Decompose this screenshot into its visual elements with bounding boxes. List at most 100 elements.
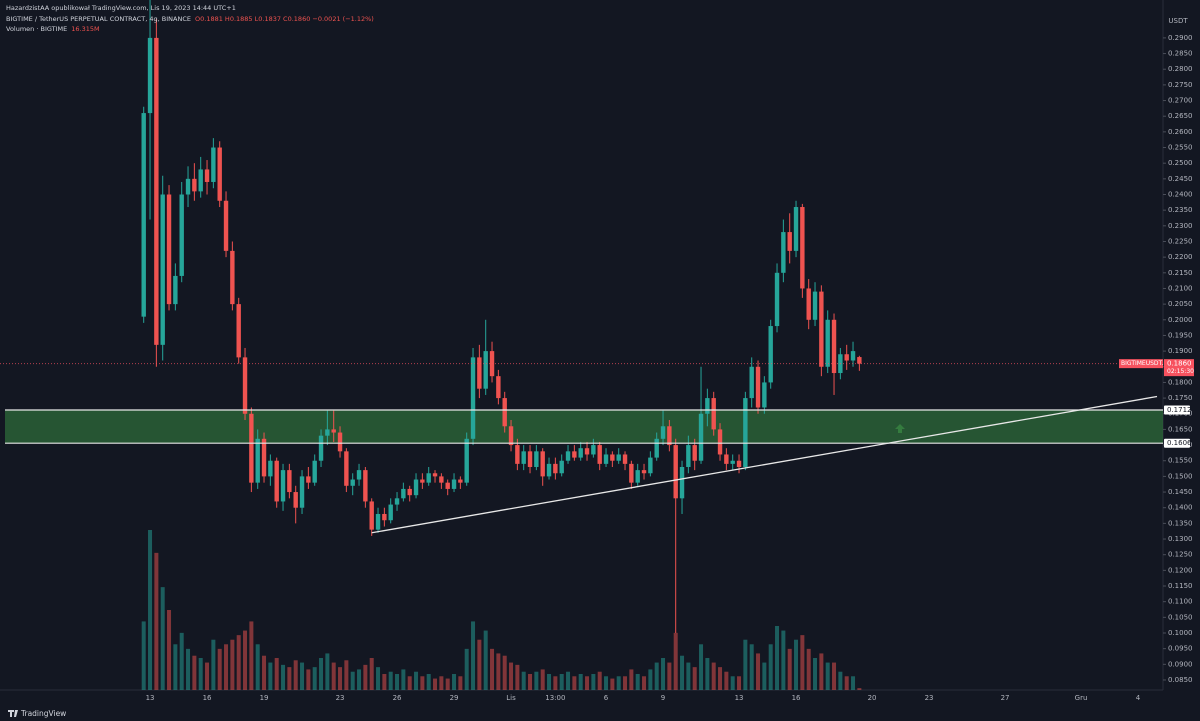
candle-body: [325, 429, 330, 436]
y-tick-label: 0.0950: [1168, 645, 1193, 653]
volume-bar: [578, 674, 583, 690]
candle-body: [762, 382, 767, 408]
volume-bar: [414, 671, 419, 690]
candle-body: [312, 460, 317, 483]
volume-bar: [236, 635, 241, 690]
volume-bar: [357, 669, 362, 690]
candle-body: [223, 200, 229, 251]
candle-body: [591, 445, 596, 455]
volume-bar: [509, 662, 514, 690]
candle-body: [534, 451, 539, 467]
y-tick-label: 0.1550: [1168, 457, 1193, 465]
volume-bar: [300, 662, 305, 690]
candle-body: [648, 457, 653, 474]
volume-bar: [743, 639, 748, 690]
candle-body: [502, 398, 507, 427]
candle-body: [610, 454, 615, 461]
volume-bar: [141, 621, 146, 690]
y-tick-label: 0.0900: [1168, 660, 1193, 668]
volume-bar: [211, 639, 216, 690]
candle-body: [857, 357, 862, 364]
volume-bar: [623, 676, 628, 690]
volume-bar: [167, 610, 172, 690]
volume-bar: [787, 648, 792, 690]
y-tick-label: 0.2900: [1168, 34, 1193, 42]
candle-body: [261, 438, 267, 477]
candle-body: [527, 451, 533, 467]
volume-bar: [711, 662, 716, 690]
volume-bar: [350, 671, 355, 690]
volume-bar: [464, 648, 469, 690]
candle-body: [831, 319, 837, 374]
candle-body: [458, 479, 463, 483]
y-tick-label: 0.1400: [1168, 504, 1193, 512]
candle-body: [635, 470, 640, 483]
candle-body: [211, 147, 216, 182]
volume-bar: [718, 667, 723, 690]
candle-body: [698, 413, 704, 461]
price-tag-box: [1164, 359, 1194, 377]
candle-body: [686, 445, 691, 467]
volume-bar: [775, 626, 780, 690]
volume-bar: [857, 688, 862, 690]
volume-bar: [585, 676, 590, 690]
candle-body: [166, 194, 172, 305]
x-tick-label: 16: [203, 694, 212, 702]
symbol-title: BIGTIME / TetherUS PERPETUAL CONTRACT, 4…: [6, 15, 191, 23]
volume-bar: [844, 676, 849, 690]
y-tick-label: 0.2850: [1168, 50, 1193, 58]
volume-bar: [724, 671, 729, 690]
volume-text: 16.315M: [71, 25, 100, 33]
candle-body: [147, 37, 153, 114]
volume-bar: [268, 662, 273, 690]
candle-body: [299, 476, 305, 508]
volume-bar: [800, 635, 805, 690]
y-tick-label: 0.2350: [1168, 206, 1193, 214]
volume-bar: [705, 658, 710, 690]
volume-bar: [838, 671, 843, 690]
candle-body: [755, 366, 761, 408]
y-tick-label: 0.1000: [1168, 629, 1193, 637]
candle-body: [306, 476, 311, 483]
candle-body: [793, 207, 799, 251]
volume-bar: [654, 662, 659, 690]
y-tick-label: 0.2500: [1168, 159, 1193, 167]
candle-body: [477, 357, 482, 389]
volume-bar: [483, 630, 488, 690]
volume-bar: [331, 662, 336, 690]
y-tick-label: 0.2450: [1168, 175, 1193, 183]
y-tick-label: 0.2600: [1168, 128, 1193, 136]
volume-bar: [781, 630, 786, 690]
candle-body: [293, 492, 298, 508]
y-tick-label: 0.2250: [1168, 237, 1193, 245]
volume-bar: [851, 676, 856, 690]
volume-bar: [667, 662, 672, 690]
candle-body: [331, 429, 336, 433]
candle-body: [546, 463, 552, 477]
candle-body: [350, 479, 355, 486]
volume-bar: [730, 676, 735, 690]
y-tick-label: 0.1500: [1168, 472, 1193, 480]
candle-body: [641, 470, 647, 474]
volume-bar: [547, 674, 552, 690]
x-tick-label: 19: [260, 694, 269, 702]
candle-body: [578, 448, 583, 458]
candle-body: [388, 504, 393, 521]
candle-body: [420, 479, 425, 483]
x-tick-label: 27: [1001, 694, 1010, 702]
candle-body: [483, 351, 488, 389]
brand: TradingView: [20, 709, 66, 718]
volume-bar: [262, 655, 267, 690]
volume-bar: [179, 632, 184, 690]
candle-body: [426, 473, 431, 483]
volume-bar: [325, 653, 330, 690]
volume-bar: [642, 676, 647, 690]
volume-bar: [502, 655, 507, 690]
volume-bar: [762, 662, 767, 690]
volume-bar: [420, 676, 425, 690]
candle-body: [179, 194, 184, 276]
candle-body: [806, 288, 811, 320]
candle-body: [705, 398, 710, 414]
candle-body: [629, 463, 634, 483]
candle-body: [451, 479, 457, 489]
